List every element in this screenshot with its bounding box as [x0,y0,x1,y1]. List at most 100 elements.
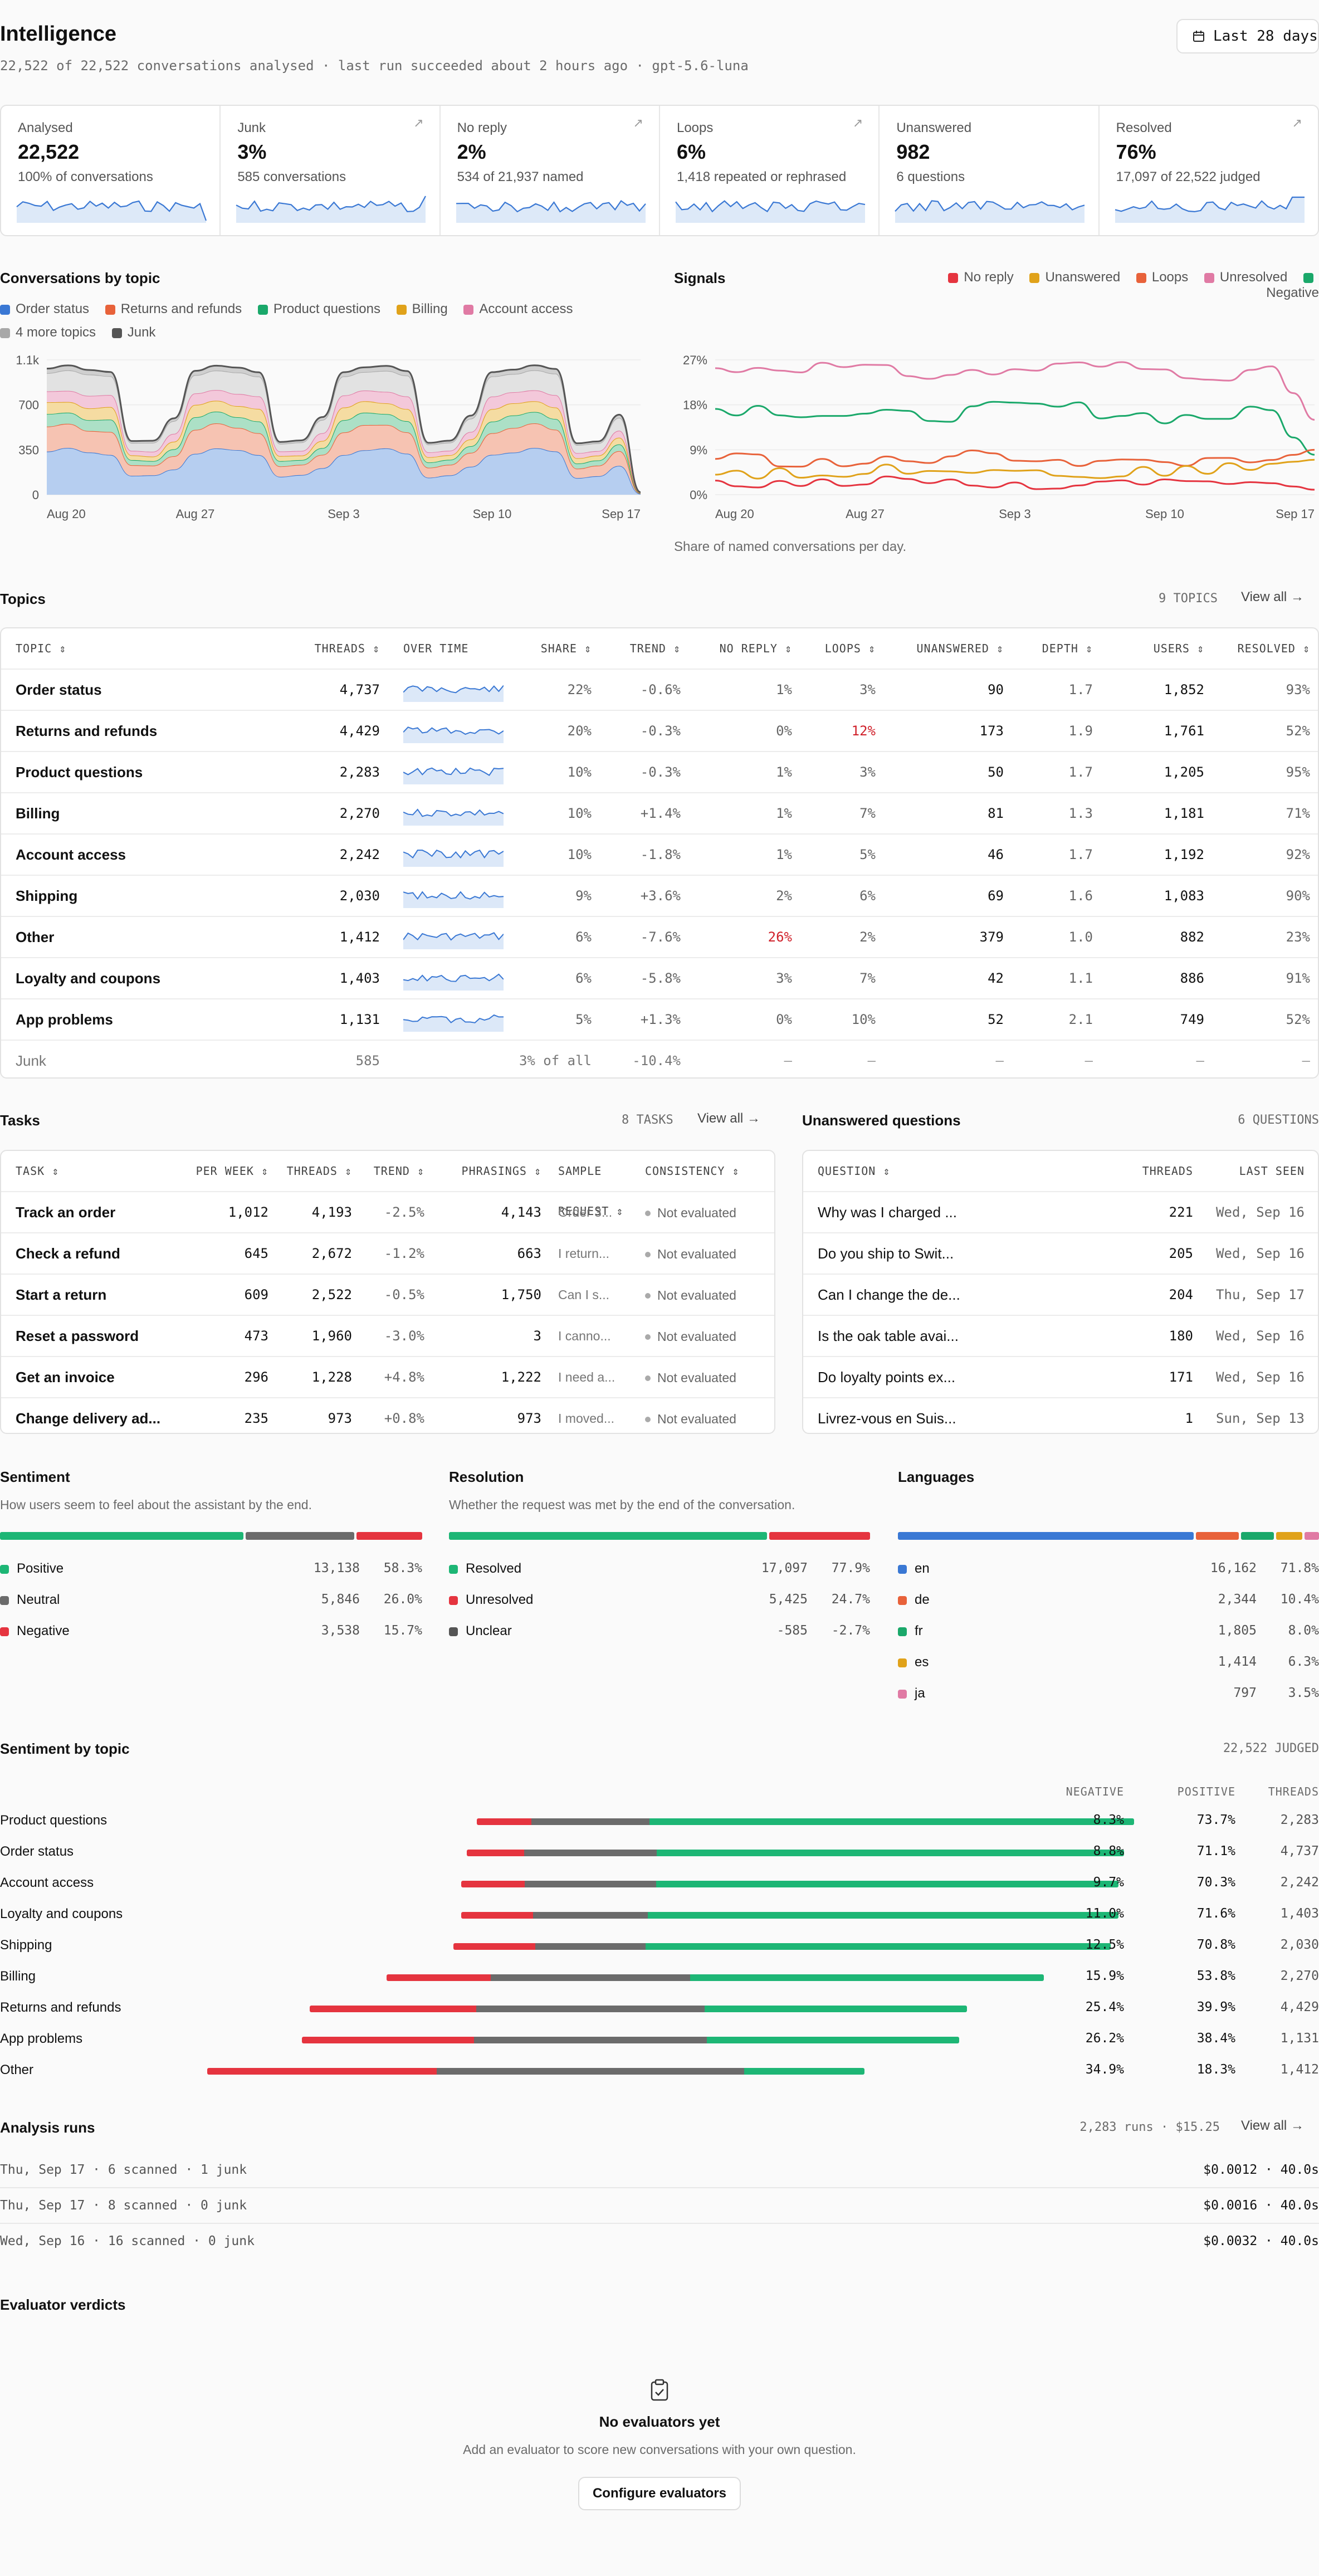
question-row[interactable]: Do you ship to Swit... 205 Wed, Sep 16 [803,1233,1318,1275]
cell-share: 10% [567,847,592,862]
sentiment-topic-row[interactable]: Loyalty and coupons 11.0% 71.6% 1,403 [0,1899,1319,1930]
task-row[interactable]: Check a refund 645 2,672 -1.2% 663 I return..… [1,1233,774,1275]
sbt-col-negative: NEGATIVE [1066,1785,1124,1798]
column-header-per-week[interactable]: PER WEEK ⇕ [196,1164,268,1178]
question-row[interactable]: Is the oak table avai... 180 Wed, Sep 16 [803,1316,1318,1357]
y-tick-label: 0% [690,488,707,502]
junk-row[interactable]: Junk 585 3% of all -10.4% — — — — — — [1,1041,1318,1077]
column-header-resolved[interactable]: RESOLVED ⇕ [1237,642,1310,655]
topics-view-all-link[interactable]: View all → [1241,589,1304,604]
legend-unanswered[interactable]: Unanswered [1029,270,1120,285]
column-header-trend[interactable]: TREND ⇕ [373,1164,424,1178]
bar-segment-negative [356,1532,422,1540]
task-row[interactable]: Track an order 1,012 4,193 -2.5% 4,143 Order … [1,1192,774,1233]
topic-row[interactable]: Billing 2,270 10% +1.4% 1% 7% 81 1.3 1,181 71% [1,793,1318,835]
topic-row[interactable]: Other 1,412 6% -7.6% 26% 2% 379 1.0 882 23% [1,917,1318,958]
column-header-sample-request[interactable]: SAMPLE REQUEST ⇕ [558,1164,624,1218]
question-row[interactable]: Can I change the de... 204 Thu, Sep 17 [803,1275,1318,1316]
column-header-unanswered[interactable]: UNANSWERED ⇕ [916,642,1004,655]
junk-threads: 585 [355,1053,380,1069]
task-row[interactable]: Reset a password 473 1,960 -3.0% 3 I canno...… [1,1316,774,1357]
column-header-loops[interactable]: LOOPS ⇕ [824,642,876,655]
kpi-resolved[interactable]: Resolved ↗ 76% 17,097 of 22,522 judged [1100,106,1318,235]
kpi-junk[interactable]: Junk ↗ 3% 585 conversations [221,106,441,235]
legend-junk[interactable]: Junk [111,325,155,340]
kpi-label: Unanswered [896,120,972,135]
sentiment-topic-row[interactable]: Product questions 8.3% 73.7% 2,283 [0,1805,1319,1836]
column-header-task[interactable]: TASK ⇕ [16,1164,60,1178]
column-header-trend[interactable]: TREND ⇕ [629,642,681,655]
column-header-question[interactable]: QUESTION ⇕ [818,1164,891,1178]
legend-order-status[interactable]: Order status [0,301,89,316]
kpi-label: Analysed [18,120,73,135]
legend-account-access[interactable]: Account access [463,301,573,316]
cell-threads: 4,429 [339,723,380,739]
evaluators-title: Evaluator verdicts [0,2296,126,2313]
legend-loops[interactable]: Loops [1136,270,1188,285]
column-header-last-seen[interactable]: LAST SEEN [1239,1164,1305,1178]
column-header-depth[interactable]: DEPTH ⇕ [1042,642,1093,655]
question-row[interactable]: Why was I charged ... 221 Wed, Sep 16 [803,1192,1318,1233]
column-header-phrasings[interactable]: PHRASINGS ⇕ [461,1164,541,1178]
legend-returns[interactable]: Returns and refunds [105,301,242,316]
topic-row[interactable]: App problems 1,131 5% +1.3% 0% 10% 52 2.1 749 52% [1,999,1318,1041]
column-header-threads[interactable]: THREADS [1142,1164,1193,1178]
cell-threads: 1,960 [311,1328,352,1344]
configure-evaluators-button[interactable]: Configure evaluators [578,2477,741,2510]
legend-unresolved[interactable]: Unresolved [1204,270,1287,285]
legend-billing[interactable]: Billing [396,301,448,316]
legend-no-reply[interactable]: No reply [948,270,1014,285]
sparkline-area [895,201,1085,223]
task-row[interactable]: Start a return 609 2,522 -0.5% 1,750 Can I s.… [1,1275,774,1316]
sentiment-topic-row[interactable]: Account access 9.7% 70.3% 2,242 [0,1867,1319,1899]
column-header-consistency[interactable]: CONSISTENCY ⇕ [645,1164,740,1178]
tasks-view-all-link[interactable]: View all → [697,1111,760,1126]
kpi-loops[interactable]: Loops ↗ 6% 1,418 repeated or rephrased [660,106,880,235]
task-row[interactable]: Change delivery ad... 235 973 +0.8% 973 I mov… [1,1398,774,1433]
column-header-no-reply[interactable]: NO REPLY ⇕ [719,642,792,655]
analysis-run-row[interactable]: Thu, Sep 17 · 8 scanned · 0 junk $0.0016 … [0,2188,1319,2224]
sentiment-topic-row[interactable]: Billing 15.9% 53.8% 2,270 [0,1961,1319,1992]
threads-count: 1,412 [1280,2062,1319,2077]
threads-count: 2,242 [1280,1875,1319,1890]
legend-product-questions[interactable]: Product questions [257,301,380,316]
topic-row[interactable]: Shipping 2,030 9% +3.6% 2% 6% 69 1.6 1,083 90% [1,876,1318,917]
cell-threads: 2,672 [311,1246,352,1261]
cell-share: 6% [575,929,592,945]
kpi-no-reply[interactable]: No reply ↗ 2% 534 of 21,937 named [441,106,660,235]
column-header-over-time[interactable]: OVER TIME [403,642,469,655]
column-header-users[interactable]: USERS ⇕ [1153,642,1204,655]
column-header-topic[interactable]: TOPIC ⇕ [16,642,67,655]
resolution-bar [449,1532,870,1540]
kpi-value: 982 [896,140,930,163]
analysis-runs-view-all-link[interactable]: View all → [1241,2118,1304,2133]
question-row[interactable]: Do loyalty points ex... 171 Wed, Sep 16 [803,1357,1318,1398]
legend-more-topics[interactable]: 4 more topics [0,325,96,340]
task-row[interactable]: Get an invoice 296 1,228 +4.8% 1,222 I need a… [1,1357,774,1398]
column-header-threads[interactable]: THREADS ⇕ [314,642,380,655]
column-header-threads[interactable]: THREADS ⇕ [286,1164,352,1178]
analysis-run-row[interactable]: Thu, Sep 17 · 6 scanned · 1 junk $0.0012 … [0,2153,1319,2188]
topic-row[interactable]: Returns and refunds 4,429 20% -0.3% 0% 12% 173… [1,711,1318,752]
sentiment-topic-row[interactable]: Order status 8.8% 71.1% 4,737 [0,1836,1319,1867]
sentiment-topic-row[interactable]: Other 34.9% 18.3% 1,412 [0,2055,1319,2086]
sentiment-topic-row[interactable]: Returns and refunds 25.4% 39.9% 4,429 [0,1992,1319,2023]
sentiment-by-topic-title: Sentiment by topic [0,1740,130,1757]
topic-row[interactable]: Loyalty and coupons 1,403 6% -5.8% 3% 7% 42 1.1… [1,958,1318,999]
topic-row[interactable]: Order status 4,737 22% -0.6% 1% 3% 90 1.7 1,852 9… [1,670,1318,711]
positive-bar [690,1974,1044,1981]
question-row[interactable]: Livrez-vous en Suis... 1 Sun, Sep 13 [803,1398,1318,1433]
legend-swatch [449,1627,458,1636]
column-header-share[interactable]: SHARE ⇕ [540,642,592,655]
sentiment-topic-row[interactable]: App problems 26.2% 38.4% 1,131 [0,2023,1319,2055]
sentiment-topic-row[interactable]: Shipping 12.5% 70.8% 2,030 [0,1930,1319,1961]
bar-segment-positive [0,1532,244,1540]
analysis-run-row[interactable]: Wed, Sep 16 · 16 scanned · 0 junk $0.0032… [0,2224,1319,2260]
topic-row[interactable]: Product questions 2,283 10% -0.3% 1% 3% 50 1.7 1… [1,752,1318,793]
cell-trend: -0.3% [640,723,681,739]
topic-row[interactable]: Account access 2,242 10% -1.8% 1% 5% 46 1.7 1,19… [1,835,1318,876]
legend-negative[interactable]: Negative [1266,270,1319,300]
date-range-button[interactable]: Last 28 days [1176,19,1319,53]
legend-swatch [898,1596,907,1605]
cell-question: Do you ship to Swit... [818,1245,954,1262]
